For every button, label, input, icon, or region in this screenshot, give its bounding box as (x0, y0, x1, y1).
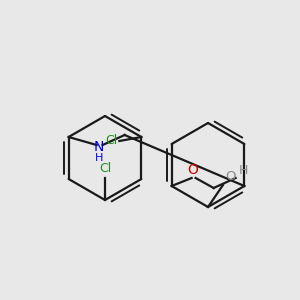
Text: O: O (225, 170, 236, 183)
Text: N: N (93, 140, 104, 154)
Text: Cl: Cl (99, 162, 111, 175)
Text: H: H (94, 153, 103, 163)
Text: H: H (239, 164, 248, 177)
Text: Cl: Cl (105, 134, 117, 148)
Text: O: O (187, 163, 198, 177)
